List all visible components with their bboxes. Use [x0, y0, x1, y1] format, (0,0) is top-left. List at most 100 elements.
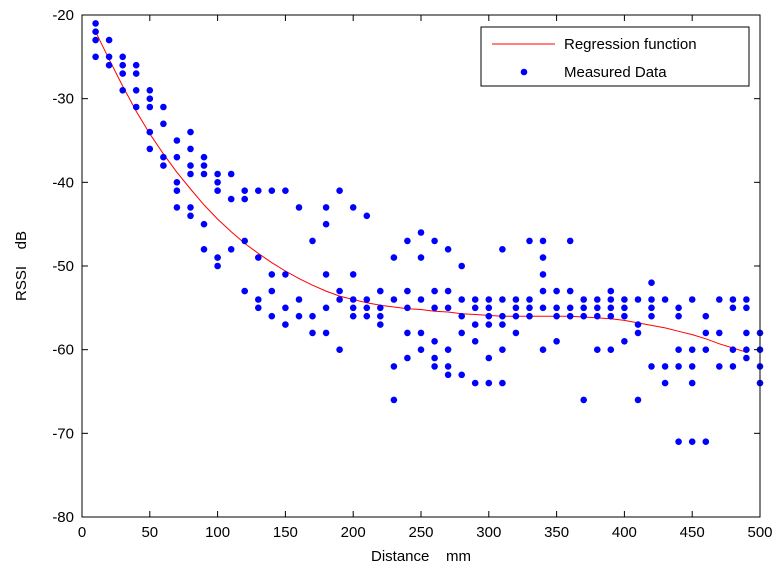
- measured-data-point: [675, 304, 682, 312]
- measured-data-point: [512, 296, 520, 303]
- measured-data-point: [743, 346, 750, 354]
- measured-data-point: [688, 438, 696, 446]
- measured-data-point: [607, 304, 615, 312]
- measured-data-point: [594, 312, 601, 320]
- measured-data-point: [485, 304, 493, 312]
- measured-data-point: [607, 346, 615, 354]
- measured-data-point: [417, 254, 425, 261]
- measured-data-point: [214, 254, 221, 261]
- measured-data-point: [282, 187, 289, 194]
- measured-data-point: [566, 237, 574, 245]
- measured-data-point: [377, 321, 384, 328]
- measured-data-point: [119, 87, 126, 94]
- measured-data-point: [214, 179, 221, 186]
- measured-data-point: [539, 254, 547, 261]
- measured-data-point: [349, 312, 357, 320]
- x-tick-label: 500: [747, 524, 772, 541]
- measured-data-point: [268, 312, 276, 320]
- measured-data-point: [485, 312, 493, 320]
- measured-data-point: [621, 312, 628, 320]
- measured-data-point: [634, 396, 642, 404]
- x-axis-ticks: 0 50 100 150 200 250 300 350 400 450 500: [78, 15, 773, 541]
- measured-data-point: [377, 312, 384, 320]
- measured-data-point: [282, 271, 289, 278]
- measured-data-point: [648, 363, 655, 370]
- measured-data-point: [580, 296, 587, 303]
- measured-data-point: [322, 329, 330, 337]
- measured-data-point: [607, 312, 615, 320]
- measured-data-point: [132, 61, 140, 69]
- measured-data-point: [553, 338, 560, 345]
- measured-data-points: [92, 20, 764, 446]
- x-tick-label: 350: [544, 524, 569, 541]
- measured-data-point: [227, 170, 235, 178]
- measured-data-point: [92, 36, 99, 44]
- measured-data-point: [688, 363, 696, 370]
- measured-data-point: [580, 312, 587, 320]
- x-tick-label: 250: [408, 524, 433, 541]
- measured-data-point: [634, 321, 642, 328]
- measured-data-point: [729, 363, 737, 370]
- measured-data-point: [729, 346, 737, 354]
- legend-measured-label: Measured Data: [564, 64, 667, 81]
- measured-data-point: [187, 128, 194, 136]
- measured-data-point: [431, 237, 438, 245]
- measured-data-point: [539, 271, 547, 278]
- measured-data-point: [702, 329, 710, 337]
- measured-data-point: [173, 137, 181, 144]
- measured-data-point: [675, 312, 682, 320]
- legend-regression-label: Regression function: [564, 36, 697, 53]
- measured-data-point: [214, 187, 221, 194]
- measured-data-point: [526, 296, 533, 303]
- measured-data-point: [499, 379, 506, 387]
- measured-data-point: [499, 246, 506, 253]
- measured-data-point: [146, 95, 154, 102]
- measured-data-point: [526, 312, 533, 320]
- measured-data-point: [322, 304, 330, 312]
- measured-data-point: [227, 246, 235, 253]
- measured-data-point: [621, 296, 628, 303]
- measured-data-point: [282, 304, 289, 312]
- measured-data-point: [187, 212, 194, 220]
- y-tick-label: -20: [52, 7, 74, 24]
- measured-data-point: [431, 287, 438, 295]
- measured-data-point: [404, 354, 411, 362]
- measured-data-point: [471, 304, 479, 312]
- measured-data-point: [241, 237, 248, 245]
- measured-data-point: [688, 346, 696, 354]
- measured-data-point: [214, 262, 221, 270]
- measured-data-point: [377, 287, 384, 295]
- measured-data-point: [173, 153, 181, 161]
- measured-data-point: [173, 204, 181, 211]
- measured-data-point: [187, 170, 194, 178]
- measured-data-point: [444, 363, 452, 370]
- measured-data-point: [417, 329, 425, 337]
- measured-data-point: [512, 329, 520, 337]
- measured-data-point: [471, 296, 479, 303]
- measured-data-point: [648, 312, 655, 320]
- x-tick-label: 50: [141, 524, 158, 541]
- measured-data-point: [526, 304, 533, 312]
- measured-data-point: [566, 304, 574, 312]
- measured-data-point: [594, 304, 601, 312]
- measured-data-point: [417, 346, 425, 354]
- y-tick-label: -60: [52, 342, 74, 359]
- measured-data-point: [417, 296, 425, 303]
- measured-data-point: [295, 296, 303, 303]
- measured-data-point: [743, 296, 750, 303]
- measured-data-point: [160, 162, 167, 169]
- measured-data-point: [200, 170, 208, 178]
- measured-data-point: [132, 70, 140, 77]
- measured-data-point: [349, 304, 357, 312]
- measured-data-point: [187, 162, 194, 169]
- measured-data-point: [458, 312, 466, 320]
- measured-data-point: [485, 379, 493, 387]
- y-tick-label: -50: [52, 258, 74, 275]
- measured-data-point: [716, 329, 723, 337]
- measured-data-point: [200, 162, 208, 169]
- measured-data-point: [675, 438, 682, 446]
- x-tick-label: 0: [78, 524, 86, 541]
- measured-data-point: [241, 195, 248, 203]
- y-tick-label: -80: [52, 509, 74, 526]
